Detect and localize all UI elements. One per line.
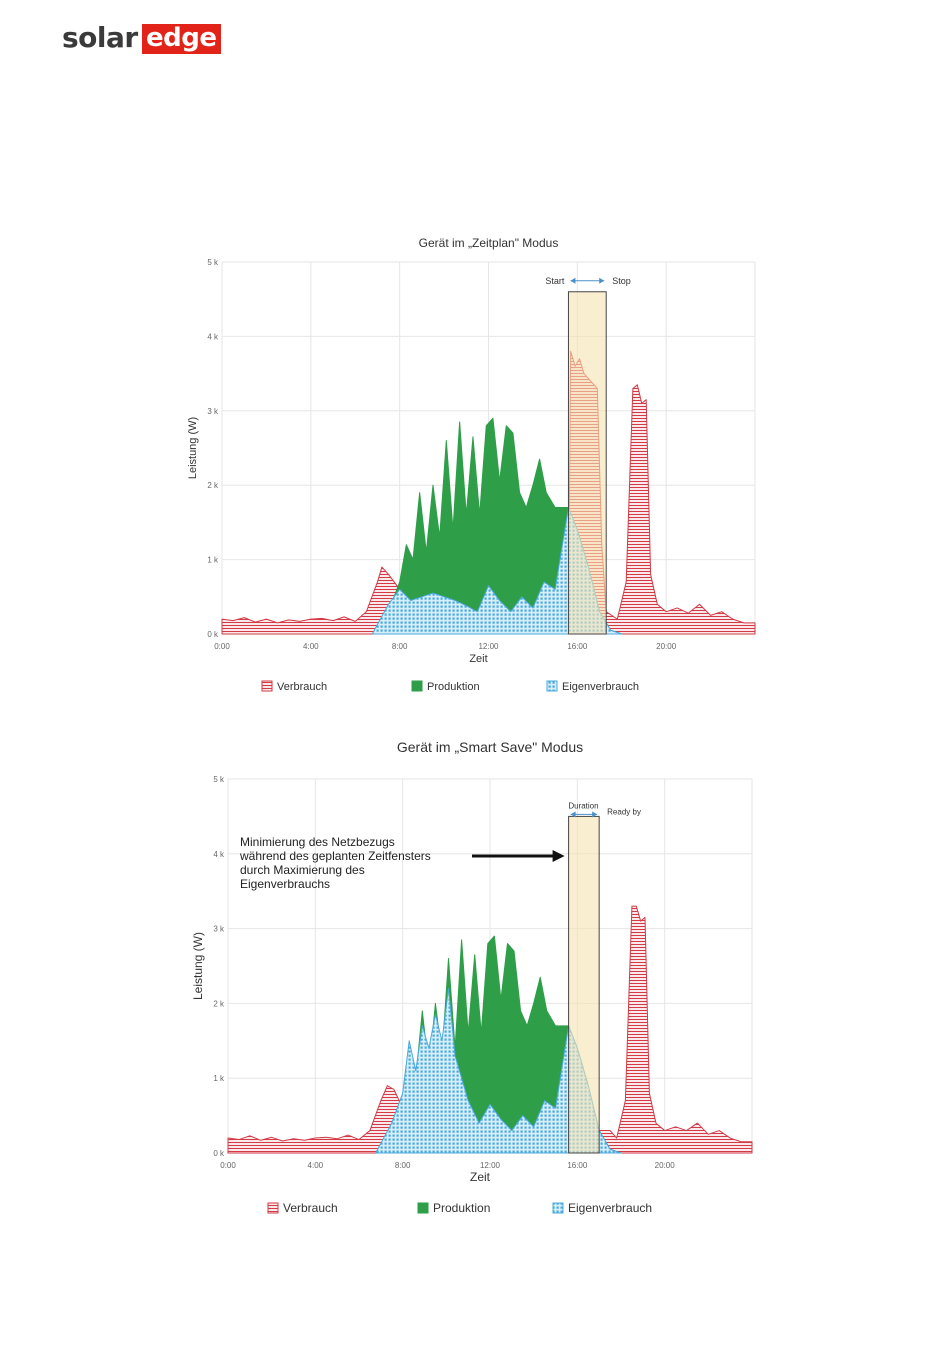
legend-item-verbrauch: Verbrauch (283, 1201, 338, 1215)
chart-zeitplan-svg: Gerät im „Zeitplan" Modus 0 k 1 k 2 k 3 k 4 k… (187, 236, 756, 693)
x-tick-label: 16:00 (567, 642, 588, 651)
chart-smart-save-svg: Gerät im „Smart Save" Modus 0 k 1 k 2 k 3 k 4… (191, 739, 753, 1215)
legend-item-verbrauch-swatch (261, 680, 273, 692)
legend-item-eigenverbrauch-swatch (546, 680, 558, 692)
x-tick-label: 4:00 (303, 642, 319, 651)
y-tick-label: 5 k (207, 258, 219, 267)
annotation-note-line: Minimierung des Netzbezugs (240, 835, 395, 849)
y-tick-label: 3 k (213, 925, 225, 934)
chart-title: Gerät im „Smart Save" Modus (397, 739, 583, 755)
x-tick-label: 8:00 (395, 1161, 411, 1170)
y-tick-label: 4 k (213, 850, 225, 859)
legend-item-produktion: Produktion (427, 681, 480, 693)
schedule-window (567, 291, 607, 635)
annotation-right: Stop (612, 276, 631, 286)
schedule-window (568, 815, 600, 1154)
x-axis-label: Zeit (470, 1170, 491, 1184)
x-tick-label: 8:00 (392, 642, 408, 651)
y-tick-label: 4 k (207, 332, 219, 341)
annotation-arrowhead-right (599, 277, 605, 284)
legend-item-eigenverbrauch-swatch (552, 1202, 564, 1214)
legend-item-produktion-swatch (417, 1202, 429, 1214)
y-tick-label: 1 k (207, 556, 219, 565)
chart-smart-save: Gerät im „Smart Save" Modus 0 k 1 k 2 k 3 k 4… (180, 730, 780, 1230)
y-axis-label: Leistung (W) (191, 932, 205, 1000)
y-tick-label: 5 k (213, 775, 225, 784)
y-tick-label: 3 k (207, 407, 219, 416)
annotation-note-line: durch Maximierung des (240, 863, 365, 877)
x-tick-label: 12:00 (480, 1161, 501, 1170)
legend-item-produktion-swatch (411, 680, 423, 692)
logo-text-solar: solar (62, 21, 138, 54)
chart-title: Gerät im „Zeitplan" Modus (419, 236, 559, 250)
y-axis-label: Leistung (W) (187, 417, 199, 479)
legend-item-verbrauch: Verbrauch (277, 681, 327, 693)
x-tick-label: 0:00 (220, 1161, 236, 1170)
legend-item-produktion: Produktion (433, 1201, 490, 1215)
annotation-note-line: Eigenverbrauchs (240, 877, 330, 891)
x-tick-label: 16:00 (567, 1161, 588, 1170)
x-tick-label: 12:00 (478, 642, 499, 651)
y-tick-label: 1 k (213, 1074, 225, 1083)
x-tick-label: 4:00 (308, 1161, 324, 1170)
legend-item-verbrauch-swatch (267, 1202, 279, 1214)
x-tick-label: 0:00 (214, 642, 230, 651)
grid (221, 261, 756, 635)
x-tick-label: 20:00 (656, 642, 677, 651)
note-arrowhead (552, 850, 565, 862)
annotation-note-line: während des geplanten Zeitfensters (239, 849, 431, 863)
annotation-left: Duration (568, 801, 598, 810)
chart-zeitplan: Gerät im „Zeitplan" Modus 0 k 1 k 2 k 3 k 4 k… (180, 225, 780, 715)
annotation-left: Start (545, 276, 565, 286)
y-tick-label: 2 k (207, 481, 219, 490)
y-tick-label: 0 k (213, 1149, 225, 1158)
x-axis-label: Zeit (469, 653, 487, 665)
annotation-arrowhead-left (570, 811, 576, 818)
logo-text-edge: edge (142, 24, 221, 54)
legend-item-eigenverbrauch: Eigenverbrauch (568, 1201, 652, 1215)
annotation-arrowhead-right (592, 811, 598, 818)
y-tick-label: 2 k (213, 999, 225, 1008)
annotation-right: Ready by (607, 807, 641, 816)
x-tick-label: 20:00 (655, 1161, 676, 1170)
legend-item-eigenverbrauch: Eigenverbrauch (562, 681, 639, 693)
y-tick-label: 0 k (207, 630, 219, 639)
annotation-arrowhead-left (570, 277, 576, 284)
